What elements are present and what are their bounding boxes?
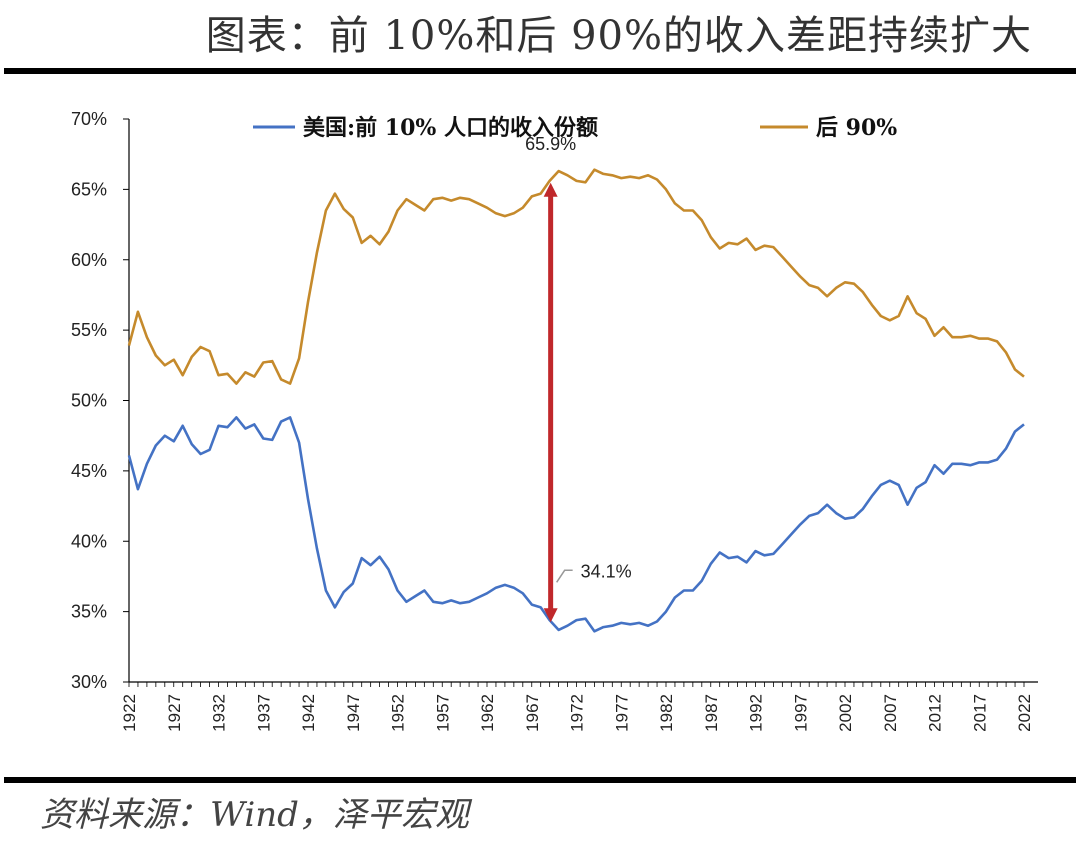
y-tick-label: 50% bbox=[71, 391, 107, 411]
x-tick-label: 1957 bbox=[433, 694, 452, 732]
x-tick-label: 2012 bbox=[926, 694, 945, 732]
y-tick-label: 40% bbox=[71, 531, 107, 551]
x-tick-label: 1977 bbox=[612, 694, 631, 732]
x-tick-label: 1982 bbox=[657, 694, 676, 732]
x-tick-label: 1947 bbox=[344, 694, 363, 732]
series-line-top10 bbox=[127, 416, 1025, 633]
annotations: 65.9% 34.1% bbox=[525, 134, 632, 583]
x-tick-label: 1937 bbox=[254, 694, 273, 732]
gap-arrow bbox=[543, 182, 558, 623]
gap-arrow-head-top bbox=[543, 182, 558, 197]
x-tick-label: 1922 bbox=[120, 694, 139, 732]
legend-label-top10: 美国:前 10% 人口的收入份额 bbox=[303, 115, 598, 141]
y-tick-label: 45% bbox=[71, 461, 107, 481]
line-chart: 30% 35% 40% 45% 50% 55% 60% 65% 70% 1922 1927 1932… bbox=[71, 109, 1038, 732]
y-tick-label: 30% bbox=[71, 672, 107, 692]
x-tick-label: 1962 bbox=[478, 694, 497, 732]
top-divider bbox=[4, 68, 1076, 74]
bottom-divider bbox=[4, 777, 1076, 783]
x-tick-label: 1972 bbox=[568, 694, 587, 732]
x-tick-label: 1952 bbox=[389, 694, 408, 732]
x-tick-label: 1932 bbox=[210, 694, 229, 732]
legend-label-bottom90: 后 90% bbox=[816, 115, 897, 141]
x-tick-label: 1997 bbox=[791, 694, 810, 732]
y-tick-label: 60% bbox=[71, 250, 107, 270]
y-tick-label: 65% bbox=[71, 179, 107, 199]
x-tick-label: 1992 bbox=[747, 694, 766, 732]
series-line-bottom90 bbox=[127, 168, 1025, 385]
chart-title: 图表：前 10%和后 90%的收入差距持续扩大 bbox=[205, 13, 1032, 59]
legend: 美国:前 10% 人口的收入份额 后 90% bbox=[253, 115, 897, 141]
x-tick-label: 2022 bbox=[1015, 694, 1034, 732]
x-tick-label: 2002 bbox=[836, 694, 855, 732]
x-tick-label: 2017 bbox=[970, 694, 989, 732]
y-tick-label: 55% bbox=[71, 320, 107, 340]
x-tick-label: 1967 bbox=[523, 694, 542, 732]
x-tick-label: 1942 bbox=[299, 694, 318, 732]
x-tick-label: 1987 bbox=[702, 694, 721, 732]
annotation-leader-line bbox=[556, 569, 573, 583]
x-tick-label: 2007 bbox=[881, 694, 900, 732]
x-axis: 1922 1927 1932 1937 1942 1947 1952 1957 1962 1967… bbox=[120, 681, 1038, 732]
gap-arrow-head-bottom bbox=[543, 608, 558, 623]
y-axis: 30% 35% 40% 45% 50% 55% 60% 65% 70% bbox=[71, 109, 130, 692]
y-tick-label: 70% bbox=[71, 109, 107, 129]
x-tick-label: 1927 bbox=[165, 694, 184, 732]
annotation-peak-label: 65.9% bbox=[525, 134, 576, 154]
annotation-trough-label: 34.1% bbox=[581, 561, 632, 581]
y-tick-label: 35% bbox=[71, 602, 107, 622]
source-note: 资料来源：Wind，泽平宏观 bbox=[40, 795, 469, 835]
series-layer bbox=[127, 168, 1025, 633]
